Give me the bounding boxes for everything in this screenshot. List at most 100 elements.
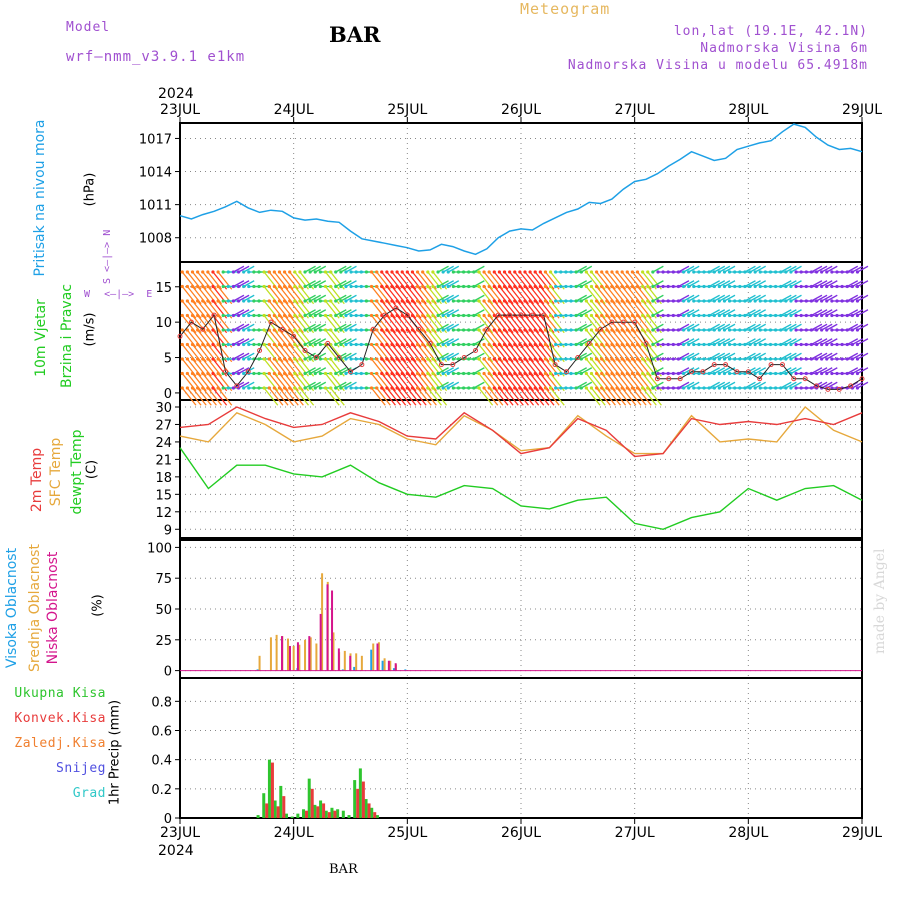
wind-arrow-head bbox=[426, 328, 430, 332]
wind-arrow-head bbox=[196, 284, 200, 289]
wind-speed-point bbox=[745, 369, 751, 375]
wind-arrow-head bbox=[436, 342, 440, 347]
wind-arrow-head bbox=[630, 270, 634, 274]
wind-arrow-head bbox=[185, 284, 189, 289]
wind-arrow bbox=[708, 367, 720, 375]
wind-arrow-head bbox=[825, 342, 829, 347]
wind-arrow bbox=[575, 367, 587, 375]
wind-arrow bbox=[826, 280, 838, 288]
wind-arrow bbox=[417, 387, 432, 406]
wind-arrow bbox=[683, 352, 695, 360]
wind-arrow bbox=[652, 323, 664, 331]
wind-speed-point bbox=[279, 326, 285, 332]
wind-arrow-head bbox=[768, 313, 773, 318]
wind-arrow-head bbox=[702, 284, 706, 289]
wind-arrow-head bbox=[461, 284, 466, 289]
wind-arrow-head bbox=[303, 299, 307, 303]
wind-arrow-head bbox=[492, 357, 496, 361]
wind-arrow-head bbox=[758, 328, 762, 332]
wind-arrow bbox=[422, 387, 437, 406]
wind-arrow bbox=[493, 387, 509, 406]
wind-arrow bbox=[708, 309, 720, 317]
wind-arrow-head bbox=[554, 284, 558, 289]
wind-arrow-head bbox=[692, 313, 696, 318]
wind-arrow-head bbox=[190, 270, 195, 274]
wind-arrow bbox=[678, 323, 690, 331]
wind-arrow-head bbox=[727, 328, 732, 332]
wind-arrow-head bbox=[242, 386, 246, 390]
wind-arrow bbox=[309, 338, 321, 346]
wind-arrow-head bbox=[722, 313, 727, 318]
wind-speed-point bbox=[643, 340, 649, 346]
wind-arrow-head bbox=[825, 371, 829, 376]
wind-arrow-head bbox=[625, 299, 629, 303]
wind-arrow-head bbox=[758, 342, 762, 347]
wind-arrow bbox=[309, 280, 321, 288]
wind-arrow bbox=[335, 381, 347, 389]
wind-arrow-head bbox=[758, 313, 762, 318]
wind-arrow-head bbox=[646, 371, 650, 376]
wind-arrow bbox=[243, 265, 255, 273]
wind-arrow bbox=[340, 294, 352, 302]
wind-arrow-head bbox=[564, 284, 568, 289]
wind-arrow-head bbox=[421, 299, 425, 303]
wind-arrow bbox=[473, 309, 485, 317]
wind-arrow bbox=[744, 338, 756, 346]
wind-arrow bbox=[345, 294, 357, 302]
wind-arrow bbox=[724, 309, 736, 317]
wind-arrow bbox=[744, 294, 756, 302]
wind-arrow-head bbox=[298, 313, 302, 318]
wind-arrow-head bbox=[190, 313, 195, 318]
wind-arrow-head bbox=[855, 371, 860, 376]
wind-arrow bbox=[473, 280, 485, 288]
wind-arrow-head bbox=[318, 299, 322, 303]
wind-arrow-head bbox=[543, 371, 548, 376]
wind-arrow bbox=[826, 352, 838, 360]
precip-legend-hail: Grad bbox=[72, 786, 106, 801]
wind-arrow-head bbox=[835, 342, 839, 347]
wind-arrow-head bbox=[288, 371, 292, 376]
wind-arrow-head bbox=[369, 284, 374, 289]
wind-arrow bbox=[575, 294, 587, 302]
wind-arrow-head bbox=[339, 313, 343, 318]
wind-arrow-head bbox=[748, 342, 752, 347]
wind-arrow-head bbox=[375, 371, 379, 376]
wind-arrow-head bbox=[574, 386, 578, 390]
x-tick-label-bottom: 24JUL bbox=[274, 825, 314, 841]
wind-arrow bbox=[683, 338, 695, 346]
wind-arrow-head bbox=[564, 357, 568, 361]
wind-arrow bbox=[340, 280, 352, 288]
wind-arrow-head bbox=[784, 313, 788, 318]
wind-arrow-head bbox=[794, 313, 798, 318]
wind-arrow-head bbox=[359, 328, 363, 332]
wind-arrow-head bbox=[779, 313, 783, 318]
wind-arrow bbox=[754, 280, 766, 288]
wind-arrow-head bbox=[303, 357, 307, 361]
wind-arrow bbox=[744, 381, 756, 389]
wind-arrow bbox=[504, 387, 519, 406]
wind-arrow bbox=[811, 381, 823, 389]
x-tick-label-bottom: 29JUL bbox=[842, 825, 882, 841]
wind-arrow-head bbox=[400, 299, 404, 303]
precip-bar bbox=[282, 796, 286, 818]
wind-arrow-head bbox=[252, 284, 256, 289]
wind-arrow-head bbox=[262, 284, 266, 289]
wind-arrow-head bbox=[252, 328, 256, 332]
wind-arrow-head bbox=[779, 270, 783, 274]
wind-arrow bbox=[314, 367, 327, 375]
wind-arrow-head bbox=[712, 386, 716, 390]
wind-arrow-head bbox=[344, 342, 348, 347]
wind-arrow bbox=[396, 387, 412, 406]
wind-arrow bbox=[852, 309, 864, 317]
wind-arrow bbox=[314, 338, 327, 346]
wind-arrow bbox=[652, 338, 664, 346]
wind-arrow-head bbox=[201, 371, 205, 376]
wind-arrow-head bbox=[707, 342, 711, 347]
wind-arrow-head bbox=[334, 328, 338, 332]
wind-arrow-head bbox=[369, 270, 374, 274]
wind-arrow bbox=[442, 381, 454, 389]
wind-arrow bbox=[447, 381, 460, 389]
wind-arrow-head bbox=[190, 371, 195, 376]
wind-arrow-head bbox=[733, 357, 737, 361]
wind-arrow-head bbox=[487, 342, 491, 347]
